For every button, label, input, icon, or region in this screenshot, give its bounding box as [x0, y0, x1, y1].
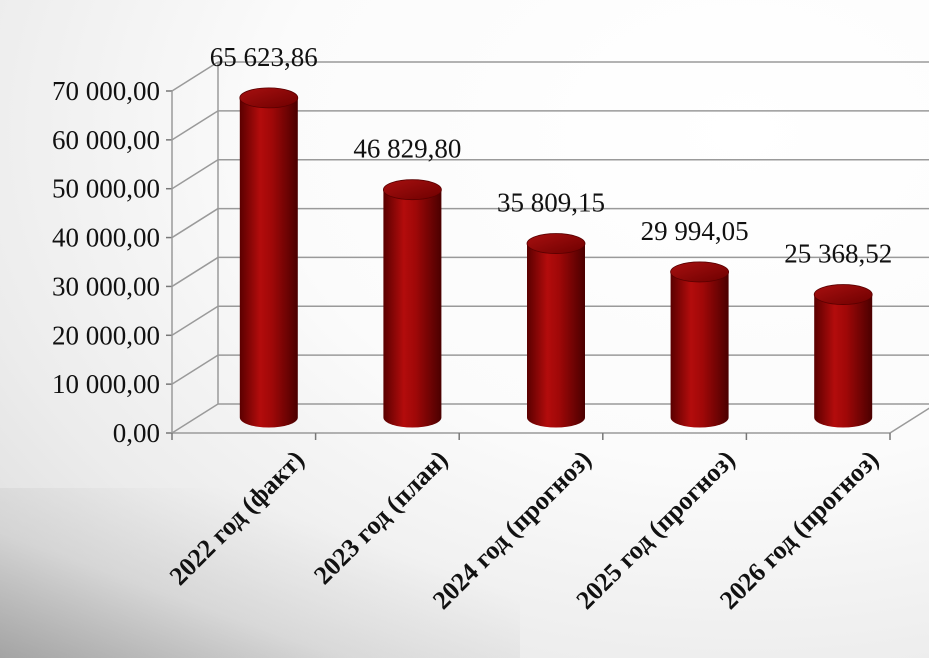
data-label: 25 368,52 [784, 239, 892, 269]
bar-top [382, 179, 442, 201]
y-tick-label: 30 000,00 [52, 271, 160, 301]
floor-edge [889, 407, 929, 434]
y-tick-label: 20 000,00 [52, 320, 160, 350]
gridline-depth [171, 159, 219, 190]
gridline-depth [171, 61, 219, 92]
bar [526, 233, 586, 428]
bar-top [670, 261, 729, 283]
bar-body [383, 189, 442, 428]
y-tick-label: 40 000,00 [52, 223, 160, 253]
bar [813, 284, 873, 428]
gridline-depth [171, 354, 219, 385]
y-tick-label: 0,00 [113, 418, 160, 448]
bar [382, 179, 442, 428]
bar-body [239, 97, 298, 428]
x-category-label: 2023 год (план) [308, 445, 453, 590]
gridline-depth [171, 207, 219, 239]
bar-top [813, 284, 873, 305]
data-label: 35 809,15 [497, 188, 605, 218]
y-tick-label: 10 000,00 [52, 369, 160, 399]
gridline-depth [171, 403, 219, 434]
x-category-label: 2022 год (факт) [164, 445, 310, 591]
data-label: 46 829,80 [353, 134, 461, 164]
y-tick-label: 70 000,00 [52, 76, 160, 106]
bar-body [670, 271, 729, 428]
data-label: 29 994,05 [641, 216, 749, 246]
axis-layer: 0,00 10 000,00 20 000,00 30 000,00 40 000,00… [52, 76, 929, 448]
bar [239, 87, 299, 428]
x-category-label: 2024 год (прогноз) [427, 445, 597, 615]
bar [670, 261, 729, 428]
bar-layer [239, 87, 873, 428]
gridline-depth [171, 110, 219, 141]
y-tick-label: 50 000,00 [52, 174, 160, 204]
x-category-label: 2026 год (прогноз) [714, 445, 884, 615]
y-tick-label: 60 000,00 [52, 125, 160, 155]
gridline-depth [171, 256, 219, 288]
data-label: 65 623,86 [210, 42, 318, 72]
bar-body [814, 294, 873, 428]
bar-top [526, 233, 586, 254]
bar-body [527, 243, 585, 428]
bar-top [239, 87, 299, 109]
x-category-label: 2025 год (прогноз) [571, 445, 741, 615]
gridline-depth [171, 305, 219, 336]
